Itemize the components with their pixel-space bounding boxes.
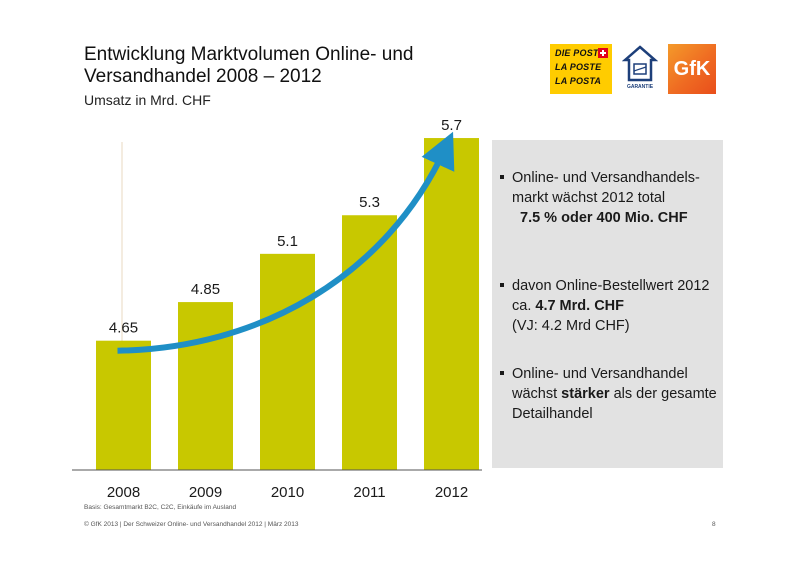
- value-label-2009: 4.85: [191, 281, 220, 298]
- bullet-1-bold: 7.5 % oder 400 Mio. CHF: [520, 210, 688, 226]
- title-line-1: Entwicklung Marktvolumen Online- und: [84, 44, 414, 65]
- gfk-logo: GfK: [668, 44, 716, 94]
- page-subtitle: Umsatz in Mrd. CHF: [84, 92, 211, 108]
- value-label-2008: 4.65: [109, 320, 138, 337]
- bullet-3-text: Online- und Versandhandel wächst: [512, 366, 688, 402]
- x-tick-2009: 2009: [189, 484, 222, 501]
- bullet-3-after: als der gesamte Detailhandel: [512, 386, 717, 422]
- bullet-marker: [500, 283, 504, 287]
- bar-2009: [178, 302, 233, 470]
- title-line-2: Versandhandel 2008 – 2012: [84, 66, 322, 87]
- bullet-1: Online- und Versandhandels-markt wächst …: [500, 168, 720, 228]
- swiss-cross-icon: [598, 48, 608, 58]
- bullet-3: Online- und Versandhandel wächst stärker…: [500, 364, 720, 424]
- die-post-logo: DIE POST LA POSTE LA POSTA: [550, 44, 612, 94]
- page-number: 8: [712, 521, 716, 528]
- post-logo-line-1: DIE POST: [555, 48, 599, 58]
- key-facts-box: Online- und Versandhandels-markt wächst …: [492, 140, 723, 468]
- garantie-label: GARANTIE: [626, 84, 654, 90]
- x-tick-2008: 2008: [107, 484, 140, 501]
- bullet-2: davon Online-Bestellwert 2012 ca. 4.7 Mr…: [500, 276, 720, 336]
- page-title: Entwicklung Marktvolumen Online- und Ver…: [84, 44, 414, 88]
- post-logo-line-2: LA POSTE: [555, 62, 602, 72]
- x-tick-2012: 2012: [435, 484, 468, 501]
- house-icon: [621, 45, 659, 82]
- bullet-2-after: (VJ: 4.2 Mrd CHF): [512, 318, 630, 334]
- bullet-2-bold: 4.7 Mrd. CHF: [535, 298, 624, 314]
- post-logo-line-3: LA POSTA: [555, 76, 602, 86]
- bar-2008: [96, 340, 151, 470]
- x-tick-2011: 2011: [353, 484, 385, 501]
- bullet-marker: [500, 175, 504, 179]
- bullet-1-text: Online- und Versandhandels-markt wächst …: [512, 170, 700, 206]
- x-tick-2010: 2010: [271, 484, 304, 501]
- market-volume-chart: 4.65 2008 4.85 2009 5.1 2010 5.3 2011 5.7 2012: [72, 117, 482, 501]
- footer-copyright: © GfK 2013 | Der Schweizer Online- und V…: [84, 521, 299, 528]
- bar-2012: [424, 138, 479, 471]
- footnote-basis: Basis: Gesamtmarkt B2C, C2C, Einkäufe im…: [84, 504, 237, 511]
- value-label-2010: 5.1: [277, 233, 298, 250]
- bullet-3-bold: stärker: [561, 386, 610, 402]
- bullet-marker: [500, 371, 504, 375]
- bullet-2-text: davon Online-Bestellwert 2012 ca.: [512, 278, 710, 314]
- value-label-2011: 5.3: [359, 194, 380, 211]
- bar-2010: [260, 253, 315, 470]
- value-label-2012: 5.7: [441, 117, 462, 134]
- trend-arrow: [117, 131, 455, 354]
- garantie-logo: GARANTIE: [621, 44, 659, 94]
